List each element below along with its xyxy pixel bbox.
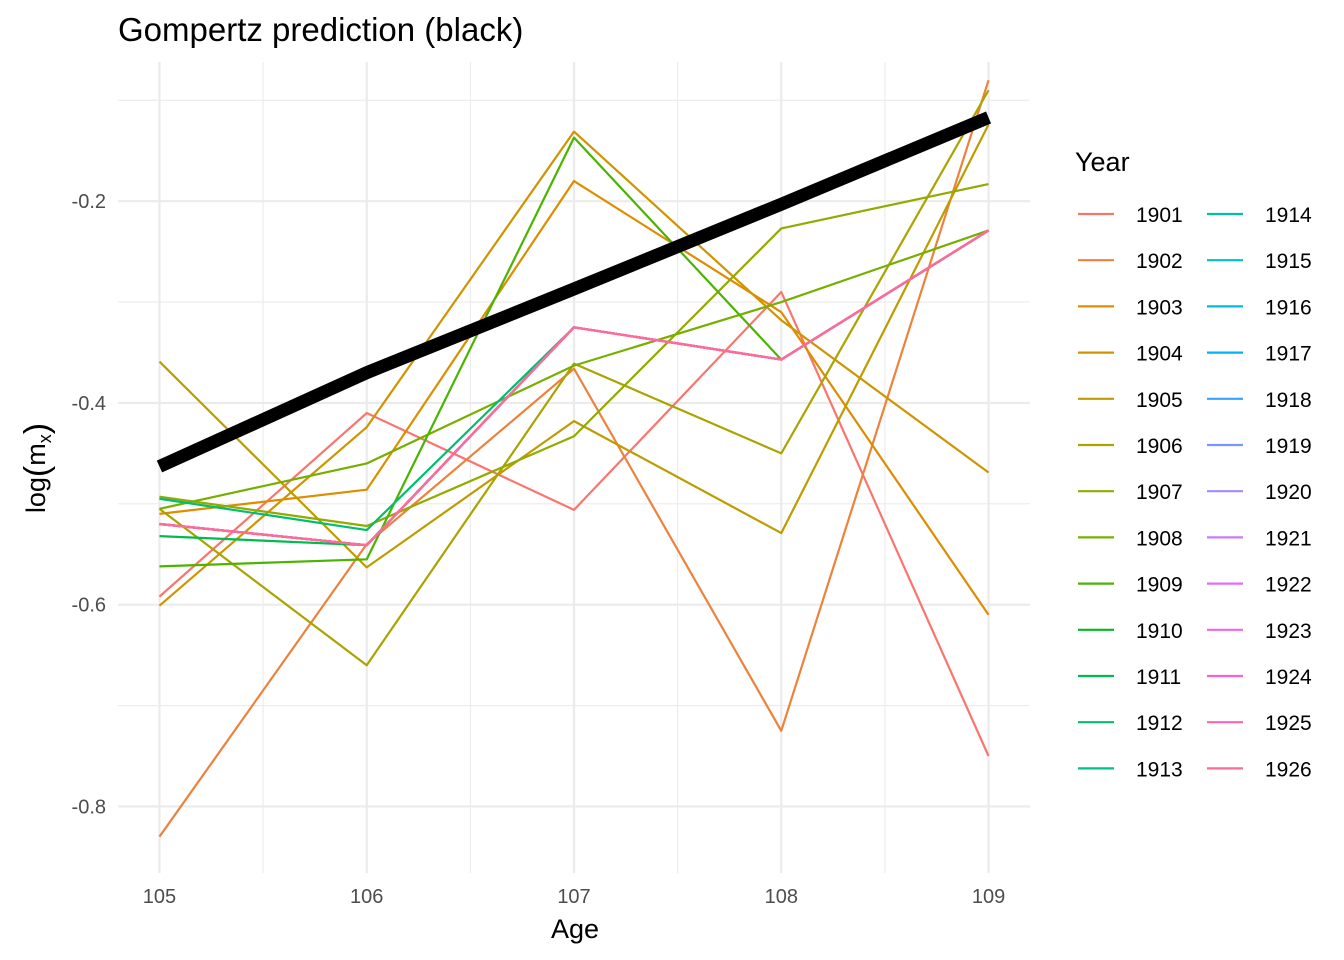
- legend-label: 1908: [1136, 527, 1183, 550]
- series-line-1926: [159, 229, 990, 547]
- legend-label: 1922: [1265, 574, 1312, 597]
- y-axis-title-m: m: [21, 443, 51, 466]
- x-tick-label: 108: [765, 886, 798, 908]
- y-tick-label: -0.4: [72, 393, 106, 415]
- svg-text:log(mx): log(mx): [18, 423, 56, 513]
- series-line-1906: [158, 89, 990, 667]
- y-axis-title-log: log: [21, 477, 51, 513]
- y-axis-ticks: -0.8 -0.6 -0.4 -0.2: [72, 191, 106, 818]
- x-tick-label: 106: [350, 886, 383, 908]
- x-axis-title: Age: [551, 914, 599, 944]
- legend-label: 1902: [1136, 250, 1183, 273]
- legend-label: 1926: [1265, 758, 1312, 781]
- y-tick-label: -0.6: [72, 595, 106, 617]
- legend-item-1914: 1914: [1207, 204, 1312, 227]
- legend-item-1921: 1921: [1207, 527, 1312, 550]
- legend-label: 1912: [1136, 712, 1183, 735]
- x-axis-ticks: 105 106 107 108 109: [143, 886, 1005, 908]
- y-tick-label: -0.2: [72, 191, 106, 213]
- legend-item-1919: 1919: [1207, 435, 1312, 458]
- prediction-line: [156, 111, 992, 473]
- y-axis-title-sub: x: [35, 434, 55, 443]
- legend-title: Year: [1075, 147, 1130, 177]
- legend-item-1925: 1925: [1207, 712, 1312, 735]
- legend-label: 1904: [1136, 343, 1183, 366]
- legend-item-1920: 1920: [1207, 481, 1312, 504]
- legend-item-1910: 1910: [1078, 620, 1183, 643]
- legend: 1901 1902 1903 1904 1905 1906 1907 1908 1909 1910…: [1078, 204, 1312, 781]
- grid: [118, 62, 1030, 873]
- legend-item-1926: 1926: [1207, 758, 1312, 781]
- legend-label: 1907: [1136, 481, 1183, 504]
- legend-label: 1906: [1136, 435, 1183, 458]
- legend-item-1912: 1912: [1078, 712, 1183, 735]
- series-line-1905: [158, 124, 990, 569]
- legend-label: 1920: [1265, 481, 1312, 504]
- legend-item-1907: 1907: [1078, 481, 1183, 504]
- legend-item-1905: 1905: [1078, 389, 1183, 412]
- legend-label: 1915: [1265, 250, 1312, 273]
- legend-item-1903: 1903: [1078, 296, 1183, 319]
- legend-label: 1910: [1136, 620, 1183, 643]
- legend-item-1911: 1911: [1078, 666, 1181, 689]
- chart-title: Gompertz prediction (black): [118, 11, 523, 48]
- legend-item-1908: 1908: [1078, 527, 1183, 550]
- y-tick-label: -0.8: [72, 796, 106, 818]
- legend-label: 1913: [1136, 758, 1183, 781]
- legend-item-1902: 1902: [1078, 250, 1183, 273]
- legend-label: 1925: [1265, 712, 1312, 735]
- legend-item-1922: 1922: [1207, 574, 1312, 597]
- series-line-1904: [158, 130, 990, 607]
- x-tick-label: 109: [972, 886, 1005, 908]
- series-line-1902: [158, 79, 990, 838]
- legend-item-1924: 1924: [1207, 666, 1312, 689]
- legend-label: 1909: [1136, 574, 1183, 597]
- legend-label: 1911: [1136, 666, 1181, 689]
- legend-item-1915: 1915: [1207, 250, 1312, 273]
- legend-item-1917: 1917: [1207, 343, 1312, 366]
- legend-label: 1919: [1265, 435, 1312, 458]
- legend-label: 1921: [1265, 527, 1312, 550]
- series-line-1908: [159, 229, 989, 510]
- x-tick-label: 105: [143, 886, 176, 908]
- series-line-1901: [158, 290, 990, 757]
- legend-item-1916: 1916: [1207, 296, 1312, 319]
- y-axis-title: log(mx): [18, 423, 56, 513]
- legend-item-1909: 1909: [1078, 574, 1183, 597]
- legend-label: 1916: [1265, 296, 1312, 319]
- legend-item-1913: 1913: [1078, 758, 1183, 781]
- series-lines: [158, 79, 990, 838]
- legend-item-1904: 1904: [1078, 343, 1183, 366]
- legend-label: 1903: [1136, 296, 1183, 319]
- legend-label: 1923: [1265, 620, 1312, 643]
- legend-item-1918: 1918: [1207, 389, 1312, 412]
- gompertz-prediction: [156, 111, 992, 473]
- legend-label: 1901: [1136, 204, 1183, 227]
- legend-label: 1905: [1136, 389, 1183, 412]
- legend-item-1906: 1906: [1078, 435, 1183, 458]
- legend-label: 1918: [1265, 389, 1312, 412]
- legend-label: 1917: [1265, 343, 1312, 366]
- legend-label: 1914: [1265, 204, 1312, 227]
- series-line-1907: [159, 182, 989, 528]
- legend-item-1923: 1923: [1207, 620, 1312, 643]
- legend-item-1901: 1901: [1078, 204, 1183, 227]
- x-tick-label: 107: [557, 886, 590, 908]
- legend-label: 1924: [1265, 666, 1312, 689]
